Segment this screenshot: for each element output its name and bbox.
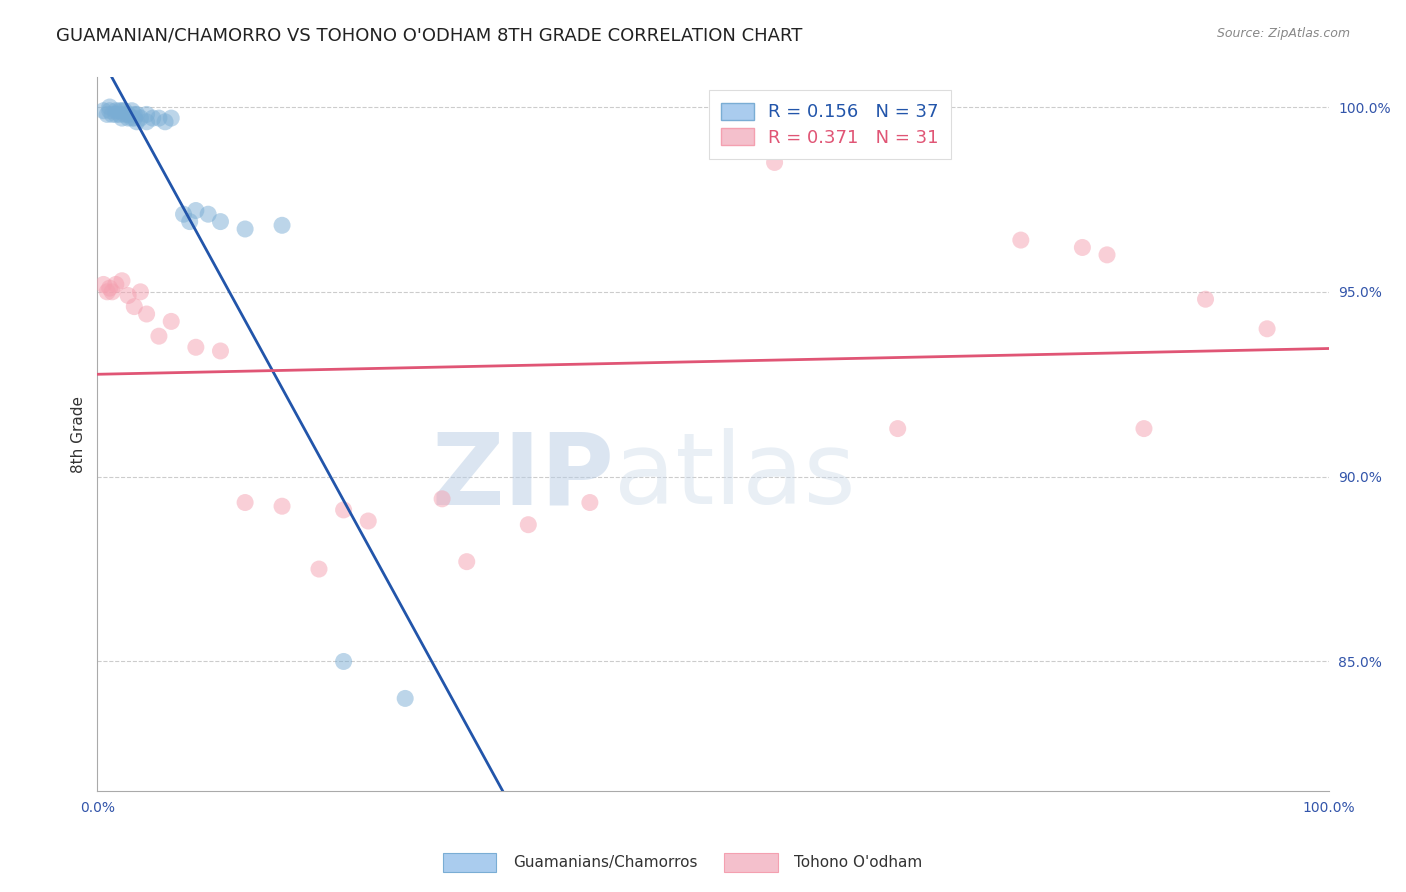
- Point: [121, 111, 143, 125]
- Point: [93, 277, 115, 292]
- Point: [271, 219, 294, 233]
- Point: [148, 329, 170, 343]
- Point: [125, 115, 148, 129]
- Point: [517, 517, 540, 532]
- Point: [1256, 322, 1278, 336]
- Point: [117, 107, 139, 121]
- Point: [114, 107, 136, 121]
- Point: [332, 655, 354, 669]
- Point: [93, 103, 115, 118]
- Point: [1095, 248, 1118, 262]
- Point: [271, 500, 294, 514]
- Point: [1010, 233, 1032, 247]
- Point: [98, 103, 121, 118]
- Point: [98, 100, 121, 114]
- Point: [142, 111, 165, 125]
- Point: [233, 495, 256, 509]
- Point: [104, 107, 127, 121]
- Point: [179, 214, 201, 228]
- Point: [111, 274, 134, 288]
- Point: [129, 285, 152, 299]
- Point: [117, 288, 139, 302]
- Point: [1071, 240, 1094, 254]
- Text: GUAMANIAN/CHAMORRO VS TOHONO O'ODHAM 8TH GRADE CORRELATION CHART: GUAMANIAN/CHAMORRO VS TOHONO O'ODHAM 8TH…: [56, 27, 803, 45]
- Point: [124, 300, 146, 314]
- Point: [197, 207, 219, 221]
- Point: [125, 107, 148, 121]
- Point: [1133, 421, 1156, 435]
- Point: [456, 555, 478, 569]
- Point: [104, 277, 127, 292]
- Text: Source: ZipAtlas.com: Source: ZipAtlas.com: [1216, 27, 1350, 40]
- Point: [121, 103, 143, 118]
- Point: [104, 103, 127, 118]
- Point: [111, 103, 134, 118]
- Point: [233, 222, 256, 236]
- Y-axis label: 8th Grade: 8th Grade: [72, 396, 86, 473]
- Point: [148, 111, 170, 125]
- Point: [332, 503, 354, 517]
- Text: atlas: atlas: [614, 428, 856, 525]
- Point: [135, 115, 157, 129]
- Point: [308, 562, 330, 576]
- Point: [160, 111, 183, 125]
- Point: [111, 111, 134, 125]
- Point: [101, 107, 124, 121]
- Point: [96, 285, 118, 299]
- Point: [108, 103, 131, 118]
- Point: [579, 495, 602, 509]
- Point: [98, 281, 121, 295]
- Point: [173, 207, 195, 221]
- Point: [153, 115, 176, 129]
- Point: [124, 107, 146, 121]
- Legend: R = 0.156   N = 37, R = 0.371   N = 31: R = 0.156 N = 37, R = 0.371 N = 31: [709, 90, 952, 160]
- Text: ZIP: ZIP: [432, 428, 614, 525]
- Point: [886, 421, 908, 435]
- Point: [209, 214, 232, 228]
- Point: [114, 103, 136, 118]
- Point: [763, 155, 786, 169]
- Text: Tohono O'odham: Tohono O'odham: [794, 855, 922, 870]
- Point: [129, 111, 152, 125]
- Point: [357, 514, 380, 528]
- Point: [124, 111, 146, 125]
- Point: [1194, 292, 1216, 306]
- Point: [394, 691, 416, 706]
- Point: [160, 314, 183, 328]
- Point: [135, 107, 157, 121]
- Text: Guamanians/Chamorros: Guamanians/Chamorros: [513, 855, 697, 870]
- Point: [117, 111, 139, 125]
- Point: [108, 107, 131, 121]
- Point: [135, 307, 157, 321]
- Point: [96, 107, 118, 121]
- Point: [101, 285, 124, 299]
- Point: [209, 343, 232, 358]
- Point: [184, 203, 207, 218]
- Point: [430, 491, 453, 506]
- Point: [184, 340, 207, 354]
